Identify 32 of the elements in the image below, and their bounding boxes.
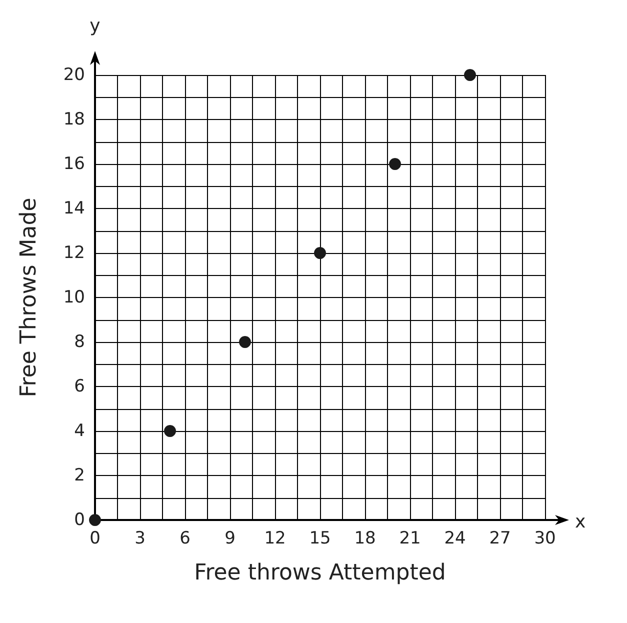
y-tick-label: 14 bbox=[63, 198, 85, 218]
x-tick-label: 30 bbox=[534, 528, 556, 548]
y-tick-label: 8 bbox=[74, 332, 85, 352]
y-tick-label: 20 bbox=[63, 65, 85, 85]
x-tick-label: 6 bbox=[180, 528, 190, 548]
y-tick-label: 4 bbox=[74, 421, 85, 441]
y-tick-label: 10 bbox=[63, 288, 85, 308]
text: x bbox=[575, 512, 586, 532]
y-axis-title: Free Throws Made bbox=[16, 198, 42, 398]
point bbox=[164, 425, 176, 437]
x-tick-label: 0 bbox=[90, 528, 100, 548]
x-axis-title: Free throws Attempted bbox=[194, 560, 446, 586]
x-tick-label: 24 bbox=[444, 528, 466, 548]
point bbox=[464, 69, 476, 81]
y-tick-label: 6 bbox=[74, 376, 85, 396]
y-tick-label: 18 bbox=[63, 110, 85, 130]
point bbox=[314, 247, 326, 259]
x-tick-label: 15 bbox=[309, 528, 331, 548]
x-tick-label: 27 bbox=[489, 528, 511, 548]
x-tick-label: 21 bbox=[399, 528, 421, 548]
point bbox=[239, 336, 251, 348]
text: y bbox=[90, 16, 101, 36]
y-tick-label: 2 bbox=[74, 466, 85, 486]
point bbox=[89, 514, 101, 526]
y-tick-label: 0 bbox=[74, 510, 85, 530]
x-tick-label: 3 bbox=[134, 528, 146, 548]
x-tick-label: 9 bbox=[224, 528, 236, 548]
x-tick-label: 18 bbox=[354, 528, 376, 548]
y-tick-label: 12 bbox=[63, 243, 85, 263]
point bbox=[389, 158, 401, 170]
y-tick-label: 16 bbox=[63, 154, 85, 174]
x-tick-label: 12 bbox=[264, 528, 286, 548]
